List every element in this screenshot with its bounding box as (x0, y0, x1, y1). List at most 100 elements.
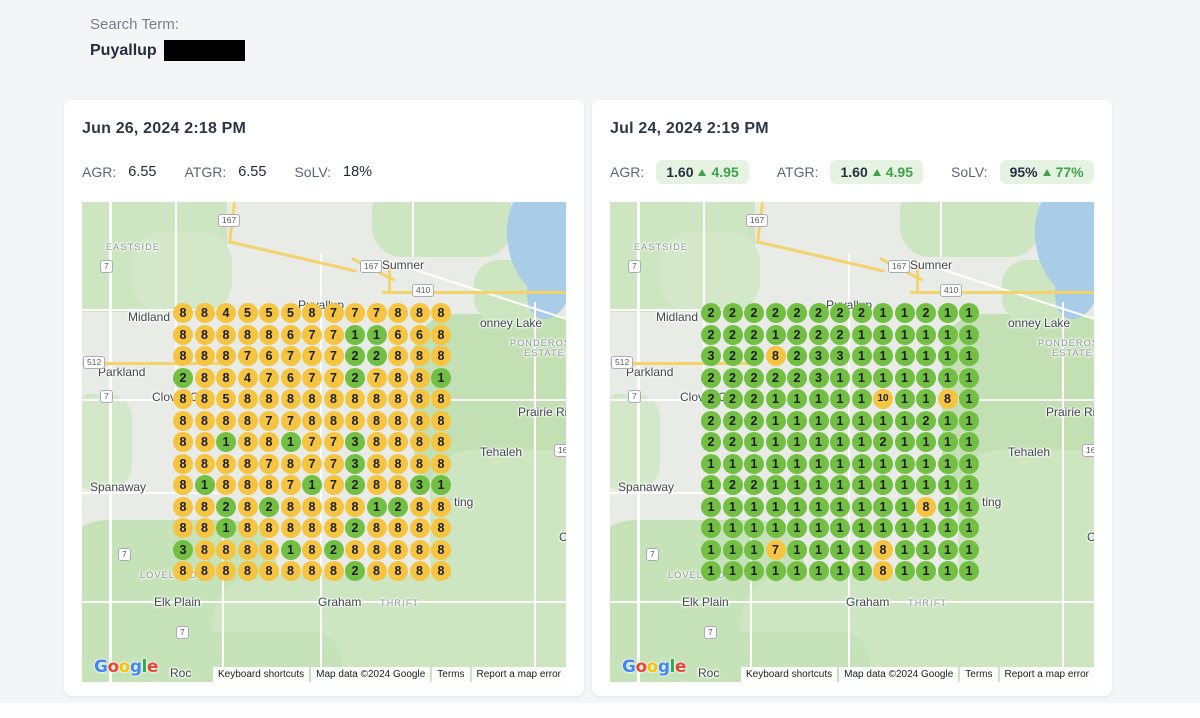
grid-rank-dot[interactable]: 7 (323, 367, 344, 388)
grid-rank-dot[interactable]: 1 (873, 410, 893, 431)
grid-rank-dot[interactable]: 8 (431, 389, 451, 409)
grid-rank-dot[interactable]: 8 (873, 539, 893, 560)
grid-rank-dot[interactable]: 2 (830, 324, 850, 345)
grid-rank-dot[interactable]: 2 (701, 432, 721, 452)
grid-rank-dot[interactable]: 1 (765, 518, 786, 538)
grid-rank-dot[interactable]: 1 (894, 303, 915, 323)
grid-rank-dot[interactable]: 8 (323, 410, 344, 431)
grid-rank-dot[interactable]: 7 (323, 324, 344, 345)
grid-rank-dot[interactable]: 1 (830, 518, 850, 538)
grid-rank-dot[interactable]: 8 (345, 410, 365, 431)
grid-rank-dot[interactable]: 2 (873, 432, 893, 452)
grid-rank-dot[interactable]: 1 (959, 453, 979, 474)
grid-rank-dot[interactable]: 8 (431, 324, 451, 345)
grid-rank-dot[interactable]: 1 (937, 539, 958, 560)
grid-rank-dot[interactable]: 1 (808, 432, 829, 452)
grid-rank-dot[interactable]: 8 (366, 539, 387, 560)
grid-rank-dot[interactable]: 7 (302, 346, 322, 366)
grid-rank-dot[interactable]: 3 (808, 346, 829, 366)
grid-rank-dot[interactable]: 1 (701, 539, 721, 560)
grid-rank-dot[interactable]: 1 (765, 453, 786, 474)
grid-rank-dot[interactable]: 8 (237, 453, 258, 474)
grid-rank-dot[interactable]: 8 (173, 561, 193, 581)
grid-rank-dot[interactable]: 2 (722, 303, 743, 323)
grid-rank-dot[interactable]: 1 (916, 518, 936, 538)
grid-rank-dot[interactable]: 8 (194, 518, 215, 538)
grid-rank-dot[interactable]: 2 (916, 303, 936, 323)
grid-rank-dot[interactable]: 3 (173, 539, 193, 560)
grid-rank-dot[interactable]: 1 (873, 367, 893, 388)
grid-rank-dot[interactable]: 8 (173, 432, 193, 452)
grid-rank-dot[interactable]: 8 (366, 453, 387, 474)
grid-rank-dot[interactable]: 8 (302, 518, 322, 538)
grid-rank-dot[interactable]: 8 (409, 432, 430, 452)
grid-rank-dot[interactable]: 1 (916, 561, 936, 581)
grid-rank-dot[interactable]: 1 (808, 453, 829, 474)
grid-rank-dot[interactable]: 8 (765, 346, 786, 366)
grid-rank-dot[interactable]: 8 (431, 496, 451, 517)
grid-rank-dot[interactable]: 8 (431, 561, 451, 581)
grid-rank-dot[interactable]: 1 (765, 324, 786, 345)
grid-rank-dot[interactable]: 1 (937, 303, 958, 323)
grid-rank-dot[interactable]: 1 (302, 475, 322, 495)
grid-rank-dot[interactable]: 8 (366, 389, 387, 409)
grid-rank-dot[interactable]: 7 (323, 346, 344, 366)
grid-rank-dot[interactable]: 3 (808, 367, 829, 388)
grid-rank-dot[interactable]: 6 (280, 324, 301, 345)
grid-rank-dot[interactable]: 8 (259, 389, 279, 409)
grid-rank-dot[interactable]: 2 (722, 410, 743, 431)
grid-rank-dot[interactable]: 1 (937, 346, 958, 366)
grid-rank-dot[interactable]: 1 (873, 346, 893, 366)
grid-rank-dot[interactable]: 2 (744, 346, 764, 366)
grid-rank-dot[interactable]: 2 (345, 367, 365, 388)
grid-rank-dot[interactable]: 2 (701, 324, 721, 345)
grid-rank-dot[interactable]: 1 (894, 389, 915, 409)
grid-rank-dot[interactable]: 8 (216, 475, 236, 495)
grid-rank-dot[interactable]: 8 (366, 432, 387, 452)
grid-rank-dot[interactable]: 8 (409, 346, 430, 366)
grid-rank-dot[interactable]: 8 (302, 539, 322, 560)
grid-rank-dot[interactable]: 1 (959, 496, 979, 517)
grid-rank-dot[interactable]: 1 (787, 496, 807, 517)
grid-rank-dot[interactable]: 8 (388, 539, 408, 560)
grid-rank-dot[interactable]: 8 (173, 475, 193, 495)
grid-rank-dot[interactable]: 1 (851, 453, 872, 474)
grid-rank-dot[interactable]: 4 (237, 367, 258, 388)
grid-rank-dot[interactable]: 1 (959, 475, 979, 495)
grid-rank-dot[interactable]: 8 (194, 453, 215, 474)
grid-rank-dot[interactable]: 1 (787, 539, 807, 560)
grid-rank-dot[interactable]: 1 (808, 561, 829, 581)
grid-rank-dot[interactable]: 8 (194, 324, 215, 345)
google-logo[interactable]: Google (94, 657, 158, 677)
grid-rank-dot[interactable]: 7 (302, 324, 322, 345)
grid-rank-dot[interactable]: 7 (302, 453, 322, 474)
grid-rank-dot[interactable]: 6 (388, 324, 408, 345)
grid-rank-dot[interactable]: 8 (431, 346, 451, 366)
grid-rank-dot[interactable]: 1 (916, 432, 936, 452)
grid-rank-dot[interactable]: 8 (237, 432, 258, 452)
grid-rank-dot[interactable]: 8 (259, 561, 279, 581)
grid-rank-dot[interactable]: 1 (830, 475, 850, 495)
grid-rank-dot[interactable]: 1 (830, 496, 850, 517)
grid-rank-dot[interactable]: 8 (302, 410, 322, 431)
grid-rank-dot[interactable]: 1 (916, 453, 936, 474)
grid-rank-dot[interactable]: 2 (744, 389, 764, 409)
grid-rank-dot[interactable]: 2 (323, 539, 344, 560)
grid-rank-dot[interactable]: 2 (787, 367, 807, 388)
grid-rank-dot[interactable]: 1 (851, 518, 872, 538)
grid-rank-dot[interactable]: 2 (345, 561, 365, 581)
grid-rank-dot[interactable]: 2 (701, 367, 721, 388)
grid-rank-dot[interactable]: 1 (830, 561, 850, 581)
grid-rank-dot[interactable]: 1 (916, 367, 936, 388)
grid-rank-dot[interactable]: 8 (280, 561, 301, 581)
grid-rank-dot[interactable]: 1 (722, 561, 743, 581)
grid-rank-dot[interactable]: 1 (937, 410, 958, 431)
grid-rank-dot[interactable]: 7 (323, 453, 344, 474)
grid-rank-dot[interactable]: 8 (302, 561, 322, 581)
grid-rank-dot[interactable]: 8 (345, 496, 365, 517)
grid-rank-dot[interactable]: 3 (345, 432, 365, 452)
report-map-error-link[interactable]: Report a map error (471, 667, 566, 682)
grid-rank-dot[interactable]: 1 (701, 453, 721, 474)
grid-rank-dot[interactable]: 1 (787, 475, 807, 495)
grid-rank-dot[interactable]: 2 (787, 346, 807, 366)
